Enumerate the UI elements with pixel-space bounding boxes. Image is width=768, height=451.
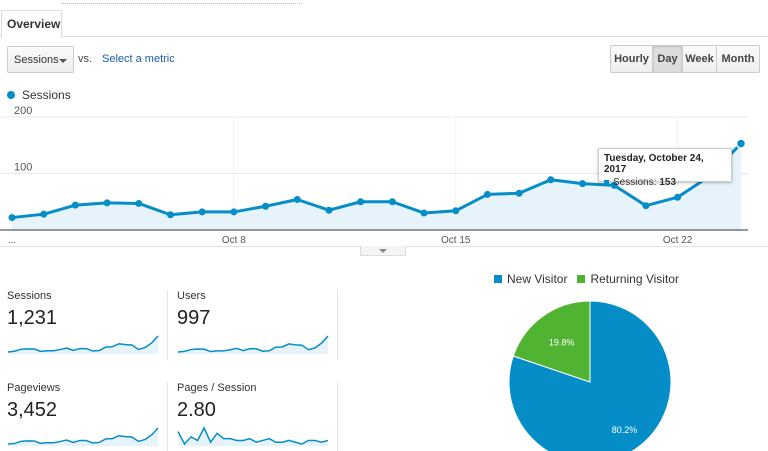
data-point[interactable] [293, 195, 301, 203]
sparkline-line [7, 335, 159, 353]
y-tick-label: 200 [14, 105, 32, 117]
data-point[interactable] [8, 214, 16, 222]
stat-pages-per-session[interactable]: Pages / Session 2.80 [177, 382, 332, 451]
pages-per-session-sparkline [177, 426, 329, 446]
stat-label: Pageviews [7, 382, 61, 394]
stat-divider [337, 290, 338, 360]
data-point[interactable] [579, 180, 587, 188]
data-point[interactable] [515, 189, 523, 197]
period-toggle-group: Hourly Day Week Month [610, 45, 760, 73]
data-point[interactable] [325, 206, 333, 214]
legend-item-returning-visitor[interactable]: Returning Visitor [577, 272, 679, 286]
tab-bar-divider [62, 0, 302, 4]
stat-users[interactable]: Users 997 [177, 290, 332, 362]
tab-overview[interactable]: Overview [1, 10, 62, 38]
data-point[interactable] [357, 198, 365, 206]
data-point[interactable] [262, 202, 270, 210]
data-point[interactable] [420, 209, 428, 217]
legend-label: Returning Visitor [590, 272, 679, 286]
pie-slice-label: 19.8% [549, 338, 575, 348]
data-point[interactable] [610, 181, 618, 189]
data-point[interactable] [483, 190, 491, 198]
sparkline-area [8, 428, 158, 446]
period-day-button[interactable]: Day [653, 46, 683, 72]
data-point[interactable] [642, 202, 650, 210]
data-point[interactable] [230, 208, 238, 216]
stat-value: 3,452 [7, 399, 58, 421]
select-metric-link[interactable]: Select a metric [102, 53, 175, 65]
collapse-chart-toggle[interactable] [360, 246, 406, 256]
data-point[interactable] [166, 211, 174, 219]
data-point[interactable] [198, 208, 206, 216]
series-area [12, 143, 741, 230]
sparkline-line [177, 426, 329, 446]
data-point[interactable] [135, 199, 143, 207]
x-tick-label: Oct 15 [441, 235, 471, 246]
metric-dropdown[interactable]: Sessions [7, 46, 74, 73]
x-tick-label: Oct 8 [222, 235, 246, 246]
y-tick-label: 100 [14, 162, 32, 174]
stat-label: Sessions [7, 290, 52, 302]
pageviews-sparkline [7, 427, 159, 446]
sparkline-line [7, 427, 159, 445]
legend-label: New Visitor [507, 272, 568, 286]
sessions-sparkline [7, 335, 159, 354]
tooltip-series-swatch [604, 180, 609, 185]
data-point[interactable] [388, 198, 396, 206]
series-dot-icon [7, 91, 15, 99]
legend-swatch [494, 275, 502, 283]
caret-down-icon [379, 248, 387, 253]
sparkline-area [178, 428, 328, 446]
pie-slice-label: 80.2% [612, 425, 638, 435]
chart-legend: Sessions [7, 88, 71, 102]
data-point[interactable] [735, 138, 747, 149]
chevron-down-icon [59, 59, 67, 63]
tooltip-row: Sessions: 153 [604, 177, 726, 188]
data-point[interactable] [452, 207, 460, 215]
users-sparkline [177, 335, 329, 354]
sparkline-line [177, 335, 329, 353]
tooltip-series-label: Sessions: [613, 177, 657, 188]
sparkline-area [8, 336, 158, 354]
data-point[interactable] [674, 193, 682, 201]
stat-value: 1,231 [7, 307, 58, 329]
stat-divider [167, 290, 168, 360]
data-point[interactable] [103, 199, 111, 207]
stat-sessions[interactable]: Sessions 1,231 [7, 290, 162, 362]
stat-pageviews[interactable]: Pageviews 3,452 [7, 382, 162, 451]
x-tick-label: Oct 22 [663, 235, 693, 246]
period-month-button[interactable]: Month [717, 46, 759, 72]
stat-label: Pages / Session [177, 382, 257, 394]
legend-series-name: Sessions [22, 88, 71, 102]
x-tick-label: ... [8, 235, 16, 246]
legend-swatch [577, 275, 586, 283]
period-hourly-button[interactable]: Hourly [611, 46, 653, 72]
sessions-line-chart: 100 200... Oct 8 Oct 15 Oct 22 [0, 105, 748, 246]
metric-dropdown-value: Sessions [14, 54, 59, 66]
stat-divider [337, 382, 338, 451]
sparkline-area [178, 336, 328, 354]
vs-label: vs. [78, 53, 93, 65]
tooltip-date: Tuesday, October 24, 2017 [604, 153, 704, 175]
stat-label: Users [177, 290, 206, 302]
series-line [11, 142, 743, 220]
data-point[interactable] [547, 176, 555, 184]
stat-value: 997 [177, 307, 211, 329]
pie-legend: New Visitor Returning Visitor [494, 272, 689, 286]
chart-tooltip: Tuesday, October 24, 2017 Sessions: 153 [598, 148, 732, 188]
legend-item-new-visitor[interactable]: New Visitor [494, 272, 567, 286]
stat-value: 2.80 [177, 399, 216, 421]
data-point[interactable] [71, 201, 79, 209]
pie-slice[interactable] [512, 300, 591, 383]
data-point[interactable] [40, 210, 48, 218]
tooltip-value: 153 [659, 177, 677, 188]
visitor-pie-chart: 80.2% 19.8% [508, 300, 672, 451]
tab-bar [0, 0, 768, 37]
period-week-button[interactable]: Week [683, 46, 717, 72]
stat-divider [167, 382, 168, 451]
